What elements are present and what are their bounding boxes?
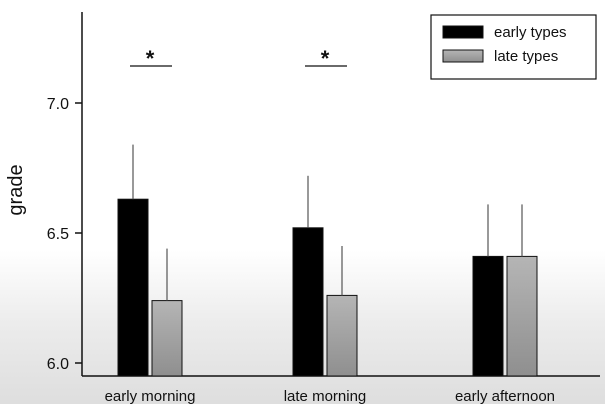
bar-early-types-1 — [292, 227, 324, 377]
bar-early-types-0 — [117, 198, 149, 377]
error-bars — [132, 144, 523, 301]
significance-asterisk: * — [321, 46, 330, 71]
legend-swatch — [442, 49, 484, 63]
legend: early types late types — [430, 14, 597, 80]
legend-swatch — [442, 25, 484, 39]
y-ticks: 6.0 6.5 7.0 — [47, 96, 82, 373]
x-category-label: late morning — [284, 388, 367, 404]
significance-asterisk: * — [146, 46, 155, 71]
bar-late-types-2 — [506, 255, 538, 377]
significance-markers: * * — [130, 46, 347, 71]
bar-late-types-1 — [326, 294, 358, 377]
y-tick-label: 6.5 — [47, 226, 69, 243]
bar-late-types-0 — [151, 300, 183, 377]
bars — [117, 198, 538, 377]
y-axis-label: grade — [5, 164, 27, 215]
x-category-label: early morning — [105, 388, 196, 404]
bar-early-types-2 — [472, 255, 504, 377]
y-tick-label: 7.0 — [47, 96, 69, 113]
x-category-label: early afternoon — [455, 388, 555, 404]
legend-label: late types — [494, 48, 558, 65]
legend-label: early types — [494, 24, 567, 41]
y-tick-label: 6.0 — [47, 356, 69, 373]
category-labels: early morning late morning early afternoon — [105, 388, 555, 404]
